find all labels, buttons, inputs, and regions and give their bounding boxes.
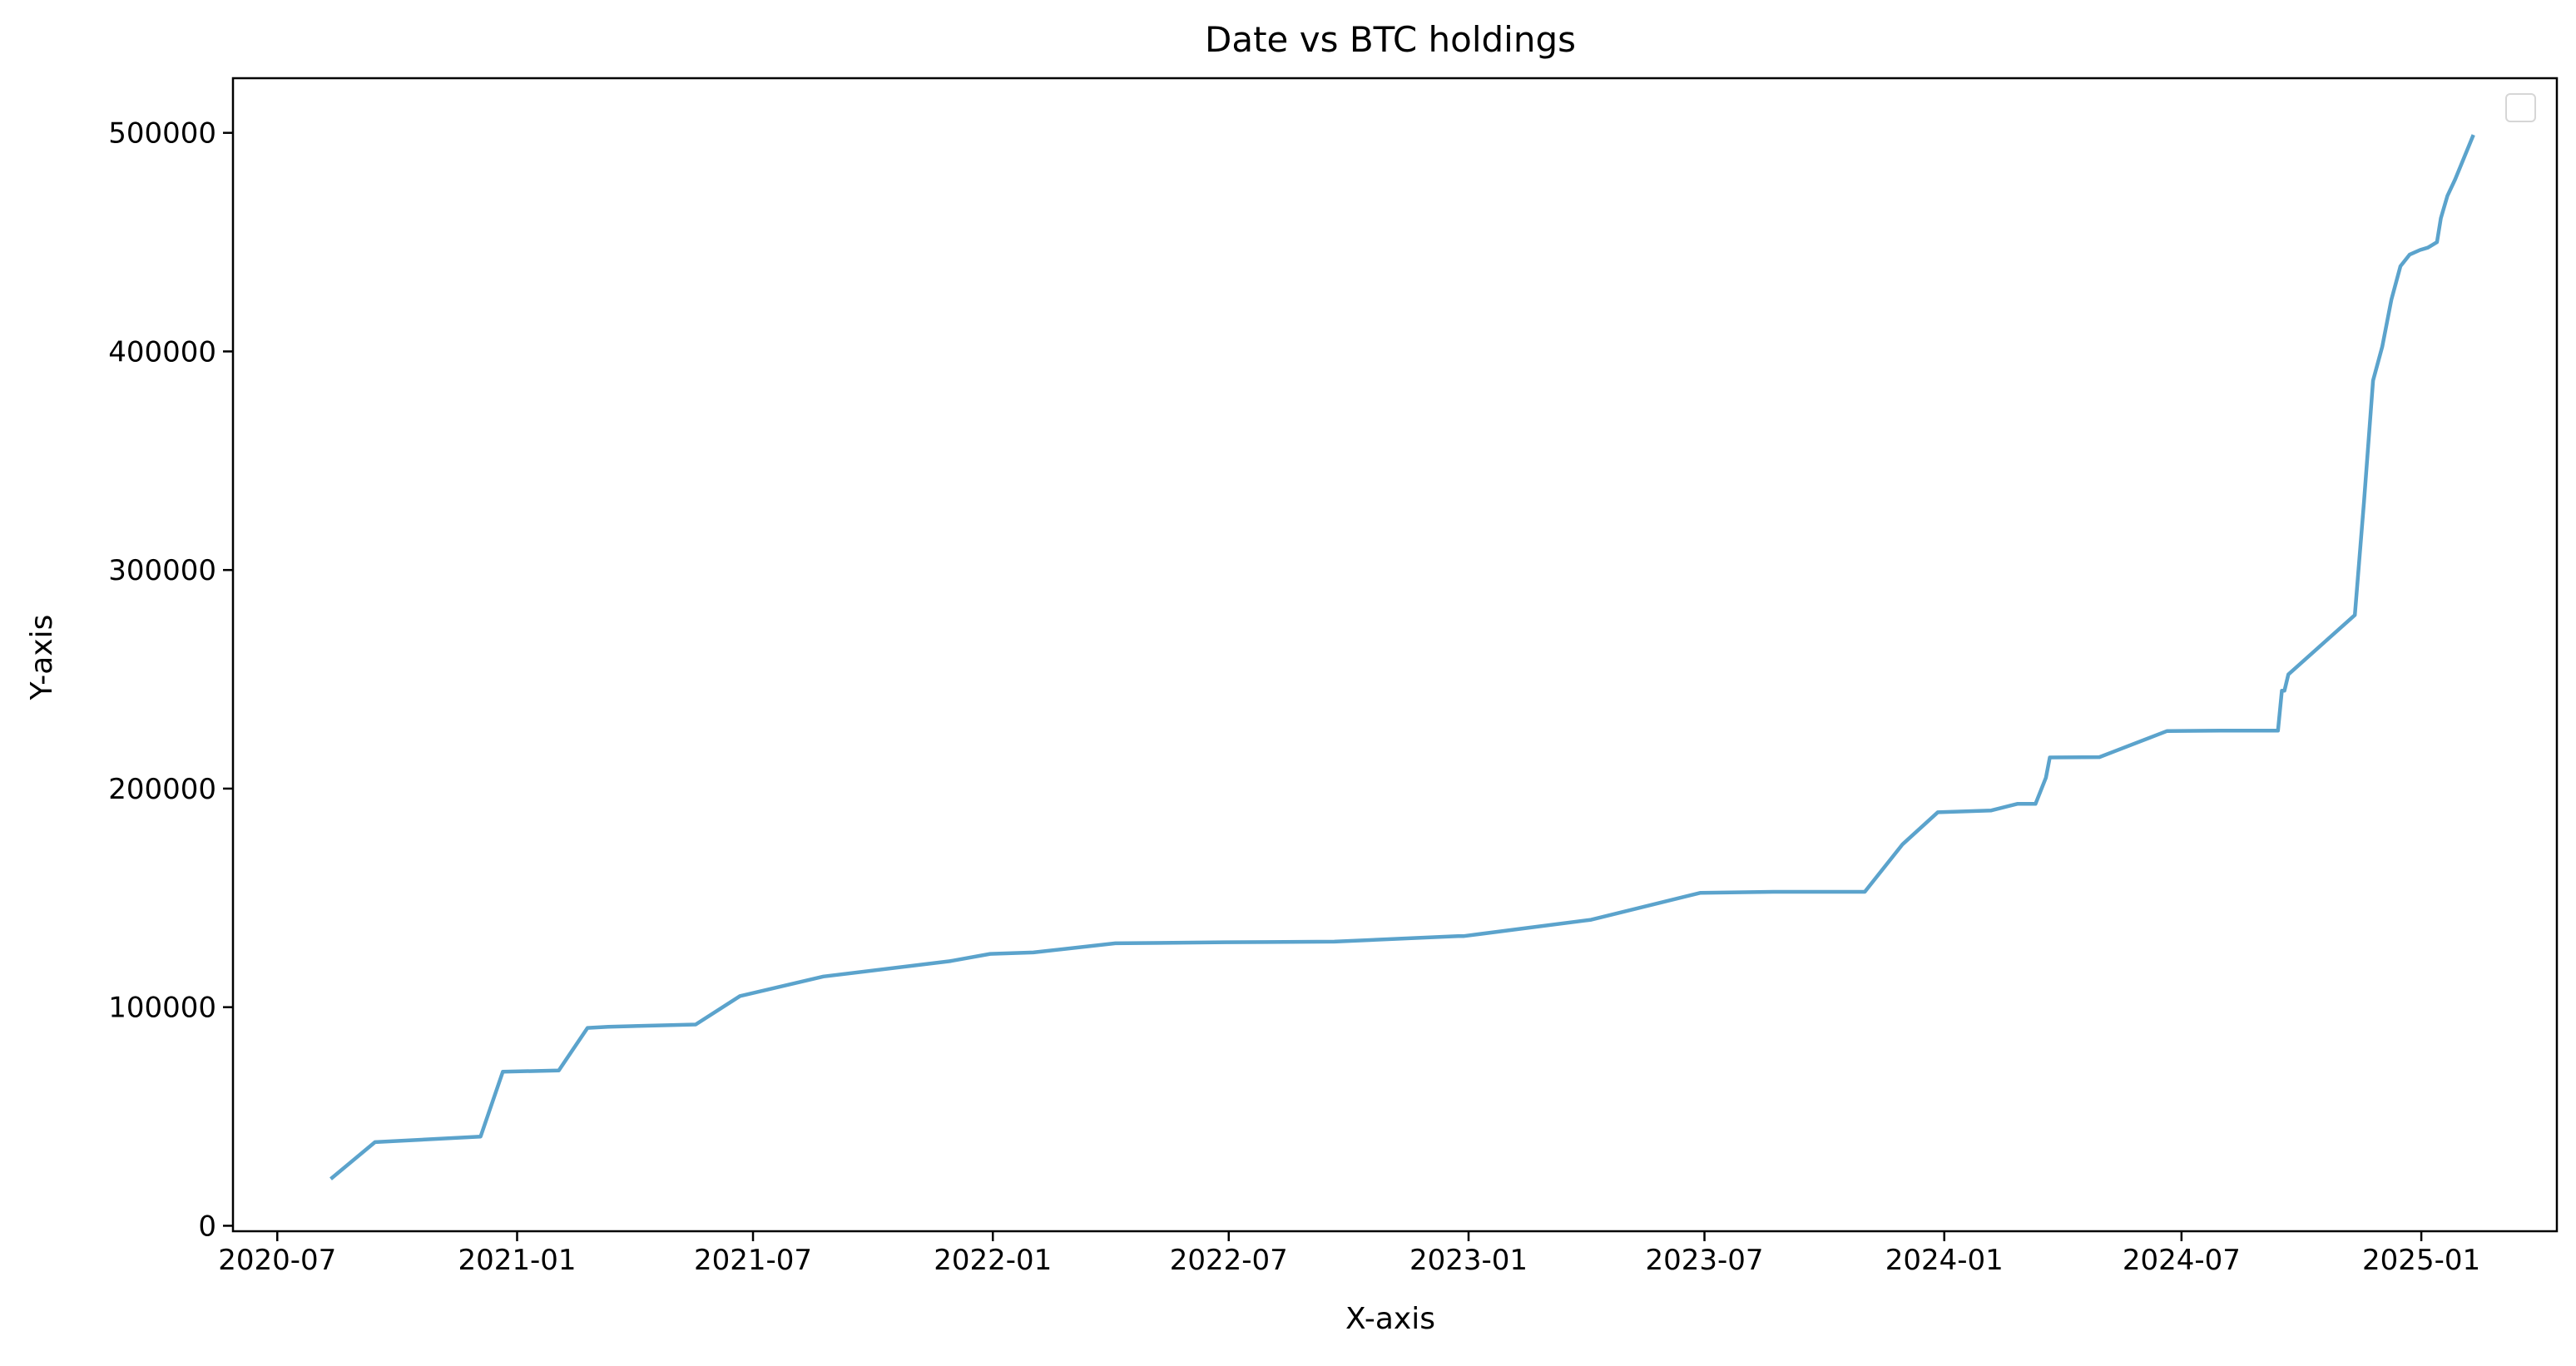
y-tick-label: 300000 (108, 554, 216, 587)
chart-title: Date vs BTC holdings (1205, 19, 1576, 60)
y-tick-label: 400000 (108, 335, 216, 369)
x-tick-label: 2023-07 (1646, 1244, 1764, 1277)
x-tick-label: 2025-01 (2362, 1244, 2480, 1277)
x-tick-label: 2024-07 (2123, 1244, 2241, 1277)
x-tick-label: 2021-07 (694, 1244, 812, 1277)
x-axis-label: X-axis (1345, 1302, 1435, 1336)
y-tick-label: 200000 (108, 773, 216, 806)
x-tick-label: 2023-01 (1409, 1244, 1528, 1277)
x-tick-label: 2022-07 (1170, 1244, 1288, 1277)
y-tick-label: 500000 (108, 117, 216, 151)
x-tick-label: 2022-01 (934, 1244, 1052, 1277)
plot-area: 2020-07 2021-01 2021-07 2022-01 2022-07 2023-… (108, 77, 2559, 1277)
x-tick-label: 2020-07 (218, 1244, 336, 1277)
legend-box (2505, 93, 2536, 122)
y-tick-label: 100000 (108, 992, 216, 1025)
x-tick-label: 2021-01 (458, 1244, 576, 1277)
y-axis-label: Y-axis (25, 615, 59, 701)
plot-frame (231, 77, 2559, 1233)
series-line (329, 134, 2475, 1180)
y-tick-label: 0 (198, 1210, 216, 1243)
x-tick-label: 2024-01 (1885, 1244, 2004, 1277)
